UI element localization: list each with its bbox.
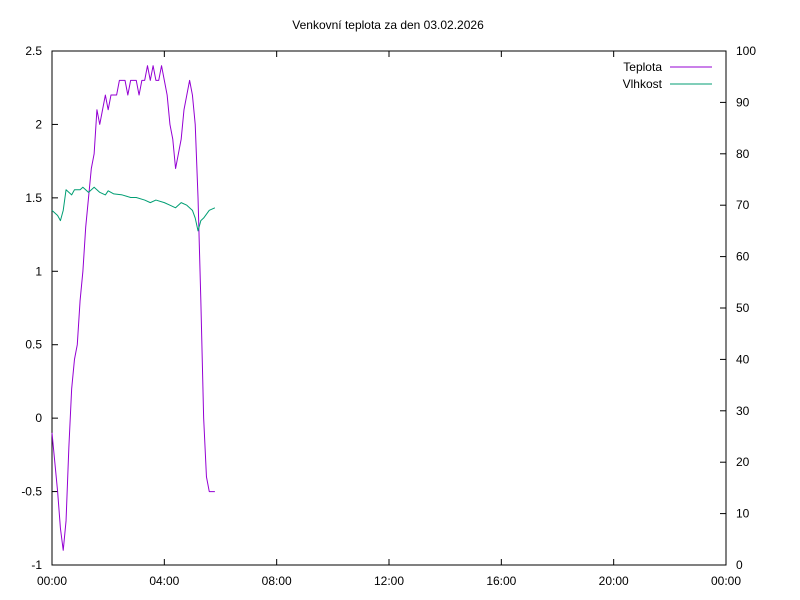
y2-tick-label: 70 <box>736 198 750 212</box>
chart-title: Venkovní teplota za den 03.02.2026 <box>292 18 484 32</box>
legend-label: Vlhkost <box>623 77 663 91</box>
x-tick-label: 16:00 <box>486 574 516 588</box>
series-line-vlhkost <box>51 186 216 232</box>
y2-tick-label: 90 <box>736 95 750 109</box>
legend-label: Teplota <box>623 60 662 74</box>
y2-tick-label: 100 <box>736 44 756 58</box>
series-line-teplota <box>51 65 215 551</box>
y-tick-label: 0.5 <box>25 338 42 352</box>
y-axis-right-ticks: 0 10 20 30 40 50 60 70 80 90 100 <box>720 44 756 572</box>
y-tick-label: -1 <box>31 558 42 572</box>
y2-tick-label: 10 <box>736 507 750 521</box>
x-tick-label: 20:00 <box>599 574 629 588</box>
y2-tick-label: 60 <box>736 250 750 264</box>
y-tick-label: -0.5 <box>21 485 42 499</box>
x-axis-ticks: 00:00 04:00 08:00 12:00 16:00 20:00 00:00 <box>37 51 741 588</box>
y2-tick-label: 0 <box>736 558 743 572</box>
y2-tick-label: 30 <box>736 404 750 418</box>
y-axis-left-ticks: -1 -0.5 0 0.5 1 1.5 2 2.5 <box>21 44 58 572</box>
x-tick-label: 08:00 <box>262 574 292 588</box>
series-layer <box>51 65 216 551</box>
y-tick-label: 1 <box>35 264 42 278</box>
x-tick-label: 00:00 <box>711 574 741 588</box>
x-tick-label: 00:00 <box>37 574 67 588</box>
y-tick-label: 0 <box>35 411 42 425</box>
x-tick-label: 04:00 <box>149 574 179 588</box>
y-tick-label: 2.5 <box>25 44 42 58</box>
y2-tick-label: 50 <box>736 301 750 315</box>
y2-tick-label: 80 <box>736 147 750 161</box>
y2-tick-label: 20 <box>736 455 750 469</box>
y-tick-label: 1.5 <box>25 191 42 205</box>
y2-tick-label: 40 <box>736 352 750 366</box>
legend: Teplota Vlhkost <box>623 60 712 91</box>
x-tick-label: 12:00 <box>374 574 404 588</box>
y-tick-label: 2 <box>35 117 42 131</box>
